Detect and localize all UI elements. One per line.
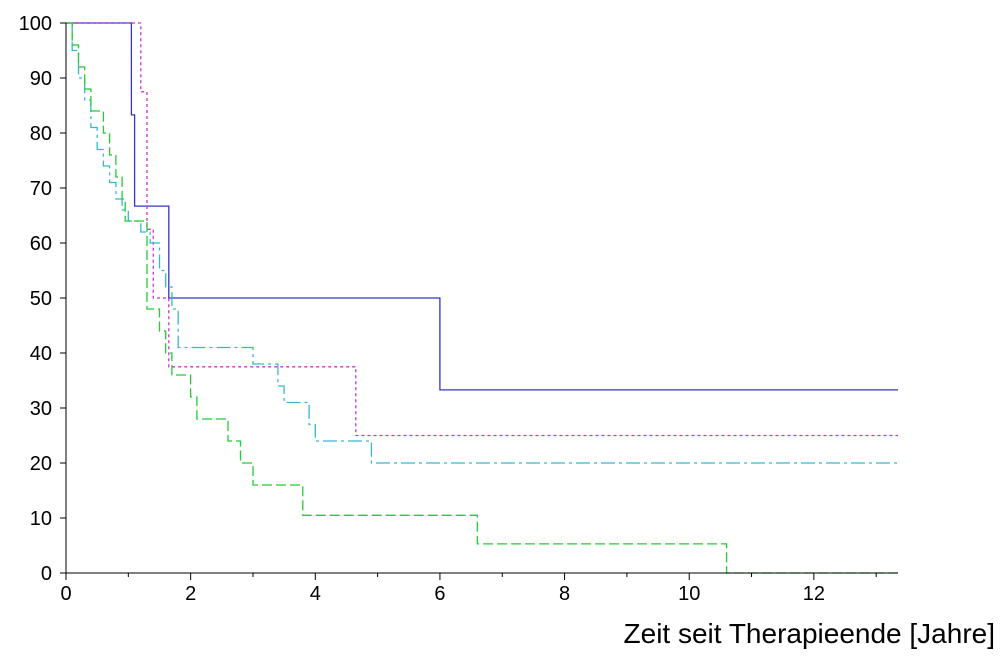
x-tick-label-2: 2: [185, 583, 196, 605]
series-line-1: [66, 22, 898, 391]
y-tick-label-40: 40: [30, 343, 52, 365]
x-tick-label-6: 6: [434, 583, 445, 605]
y-tick-label-80: 80: [30, 123, 52, 145]
series-line-2: [66, 22, 898, 437]
y-tick-label-10: 10: [30, 508, 52, 530]
x-tick-label-8: 8: [559, 583, 570, 605]
y-tick-label-20: 20: [30, 453, 52, 475]
x-tick-label-0: 0: [60, 583, 71, 605]
series-layer: [66, 22, 898, 574]
y-tick-label-100: 100: [19, 13, 52, 35]
x-axis-title: Zeit seit Therapieende [Jahre]: [623, 618, 995, 649]
series-line-3: [66, 22, 898, 464]
x-tick-label-10: 10: [678, 583, 700, 605]
x-tick-label-12: 12: [803, 583, 825, 605]
x-tick-label-4: 4: [310, 583, 321, 605]
y-tick-label-70: 70: [30, 178, 52, 200]
axes-layer: 0 10 20 30 40 50 60 70 80 90 100 0 2 4 6 8 10 12: [19, 13, 898, 605]
y-tick-label-90: 90: [30, 68, 52, 90]
series-line-4: [66, 22, 898, 574]
y-tick-label-50: 50: [30, 288, 52, 310]
y-tick-label-30: 30: [30, 398, 52, 420]
y-tick-label-60: 60: [30, 233, 52, 255]
y-tick-label-0: 0: [41, 563, 52, 585]
